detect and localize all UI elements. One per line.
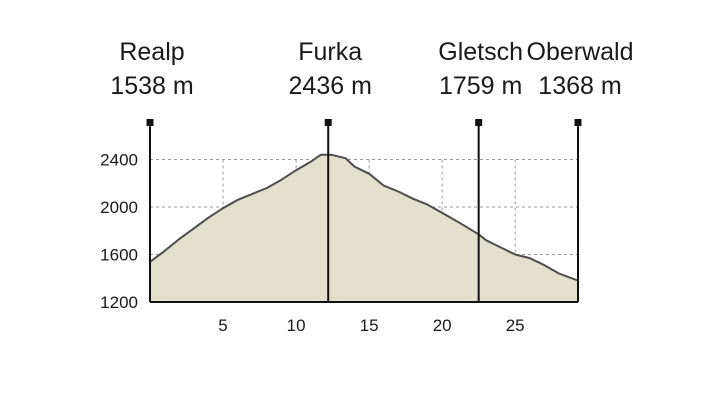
y-tick-label: 2400	[100, 150, 138, 169]
station-marker: Furka 2436 m	[289, 38, 372, 302]
elevation-profile-line	[149, 153, 579, 282]
y-tick-label: 1600	[100, 245, 138, 264]
x-tick-label: 25	[506, 316, 525, 335]
station-elevation: 1368 m	[538, 72, 621, 100]
station-square	[574, 119, 582, 126]
station-markers: Realp 1538 m Furka 2436 m Gletsch 1759 mOberw…	[110, 38, 634, 302]
station-name: Oberwald	[527, 38, 634, 66]
x-tick-label: 5	[218, 316, 227, 335]
x-tick-label: 10	[287, 316, 306, 335]
station-square	[475, 119, 483, 126]
station-square	[324, 119, 332, 126]
tick-labels: 1200 1600 2000 2400 5 10 15 20 25	[100, 150, 524, 335]
y-tick-label: 1200	[100, 293, 138, 312]
station-name: Realp	[119, 38, 184, 66]
station-elevation: 2436 m	[289, 72, 372, 100]
station-elevation: 1759 m	[439, 72, 522, 100]
station-elevation: 1538 m	[110, 72, 193, 100]
station-marker: Realp 1538 m	[110, 38, 194, 128]
station-marker: Oberwald 1368 m	[527, 38, 634, 302]
station-name: Gletsch	[438, 38, 523, 66]
station-square	[146, 119, 154, 126]
y-tick-label: 2000	[100, 198, 138, 217]
elevation-area	[150, 154, 578, 302]
x-tick-label: 20	[433, 316, 452, 335]
station-marker: Gletsch 1759 m	[438, 38, 523, 302]
station-name: Furka	[298, 38, 362, 66]
x-tick-label: 15	[360, 316, 379, 335]
axes	[149, 128, 578, 303]
